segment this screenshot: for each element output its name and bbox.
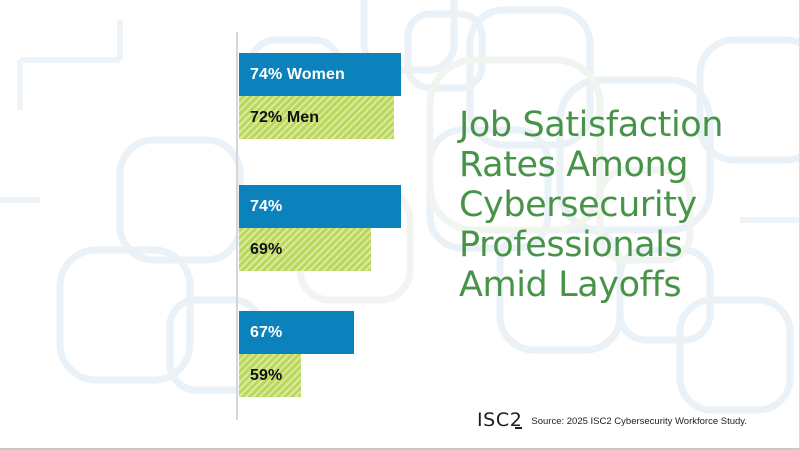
headline-line-1: Job Satisfaction bbox=[459, 105, 724, 145]
bar-value-label: 74% Women bbox=[250, 65, 345, 83]
source-attribution: Source: 2025 ISC2 Cybersecurity Workforc… bbox=[531, 416, 747, 427]
bar-group1-men: 69% bbox=[239, 228, 371, 271]
bar-value-label: 74% bbox=[250, 197, 283, 215]
bar-value-label: 69% bbox=[250, 240, 283, 258]
bar-group1-women: 74% bbox=[239, 185, 401, 228]
bar-group0-men: 72% Men bbox=[239, 96, 394, 139]
headline-title: Job Satisfaction Rates Among Cybersecuri… bbox=[459, 105, 789, 305]
isc2-logo: ISC2 bbox=[476, 409, 523, 431]
bar-value-label: 59% bbox=[250, 366, 283, 384]
bar-value-label: 72% Men bbox=[250, 108, 320, 126]
headline-line-4: Professionals bbox=[459, 225, 683, 265]
bar-group2-women: 67% bbox=[239, 311, 354, 354]
footer: ISC2 Source: 2025 ISC2 Cybersecurity Wor… bbox=[477, 411, 747, 430]
bar-value-label: 67% bbox=[250, 323, 283, 341]
bar-group0-women: 74% Women bbox=[239, 53, 401, 96]
bar-chart: No layoffs Layoffs at organization, but … bbox=[236, 32, 401, 420]
chart-axis-line bbox=[236, 32, 238, 420]
headline-line-5: Amid Layoffs bbox=[459, 265, 682, 305]
bar-group2-men: 59% bbox=[239, 354, 301, 397]
headline-line-3: Cybersecurity bbox=[459, 185, 697, 225]
headline-line-2: Rates Among bbox=[459, 145, 689, 185]
